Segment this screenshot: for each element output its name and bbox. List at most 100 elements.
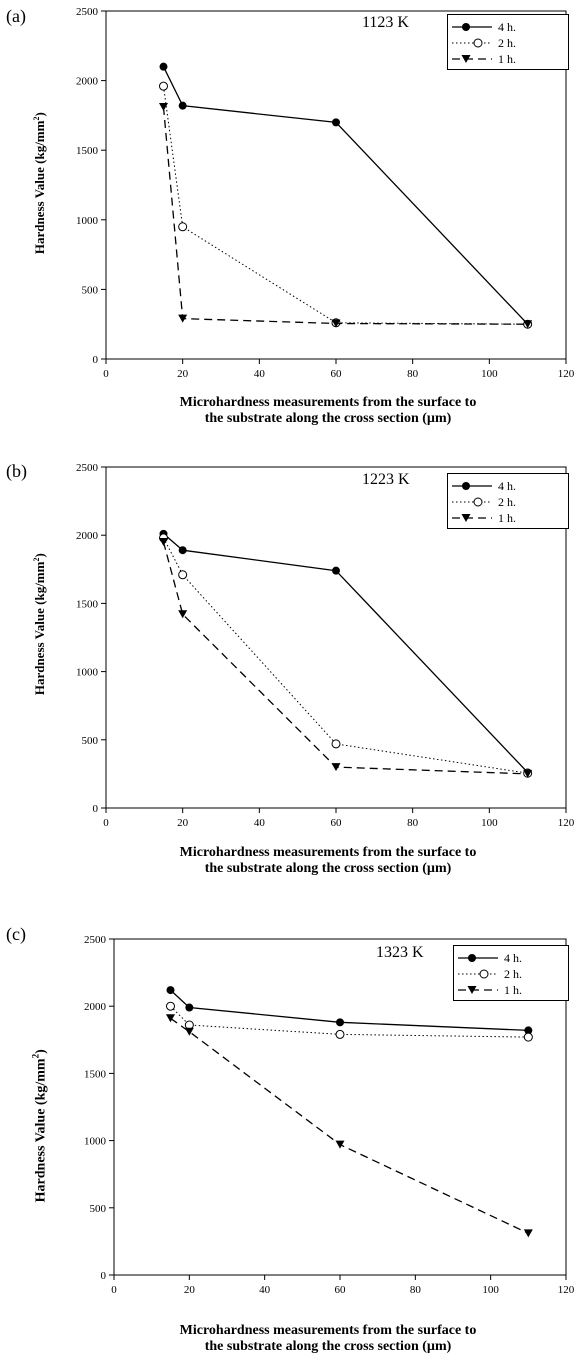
y-tick-label: 1000 <box>76 667 99 679</box>
legend-item-1h: 1 h. <box>448 52 568 66</box>
chart-a-svg: 0 20 40 60 80 100 120 0 500 1000 1500 2000 2500 <box>76 6 575 380</box>
legend-label-1h: 1 h. <box>504 983 522 997</box>
panel-letter-a: (a) <box>6 6 26 26</box>
chart-panel-a: 0 20 40 60 80 100 120 0 500 1000 1500 2000 2500 (a) … <box>0 0 576 445</box>
data-point-triangle <box>331 763 341 772</box>
legend-c: 4 h. 2 h. 1 h. <box>453 945 569 1001</box>
legend-marker-4h <box>458 954 498 962</box>
x-tick-label: 80 <box>407 368 419 380</box>
legend-marker-2h <box>458 969 498 979</box>
data-point-filled-circle <box>332 566 340 575</box>
x-tick-label: 60 <box>331 817 343 829</box>
x-axis-label-c: Microhardness measurements from the surf… <box>179 1323 477 1354</box>
data-point-filled-circle <box>185 1003 194 1012</box>
data-point-open-circle <box>159 81 168 91</box>
chart-panel-b: 0 20 40 60 80 100 120 0 500 1000 1500 2000 2500 (b) … <box>0 447 576 887</box>
legend-marker-2h <box>452 497 492 507</box>
data-point-open-circle <box>178 222 188 232</box>
legend-label-1h: 1 h. <box>498 52 516 66</box>
x-tick-label: 0 <box>111 1284 117 1296</box>
x-tick-label: 100 <box>481 368 498 380</box>
temperature-label-b: 1223 K <box>362 471 410 488</box>
data-point-filled-circle <box>178 101 187 110</box>
data-point-open-circle <box>335 1029 345 1039</box>
legend-b: 4 h. 2 h. 1 h. <box>447 473 569 529</box>
series-line-2 <box>162 106 528 325</box>
data-point-triangle <box>523 1229 533 1238</box>
y-tick-label: 500 <box>90 1203 107 1215</box>
y-tick-label: 2500 <box>84 934 107 946</box>
series-line-2 <box>162 541 528 775</box>
y-tick-label: 2500 <box>76 6 99 18</box>
data-point-filled-circle <box>166 986 175 995</box>
data-point-open-circle <box>178 570 188 580</box>
series-line-2 <box>170 1017 529 1234</box>
temperature-label-c: 1323 K <box>376 944 424 961</box>
x-tick-label: 60 <box>331 368 343 380</box>
series-line-1 <box>163 86 528 325</box>
data-point-triangle <box>178 610 188 619</box>
temperature-label-a: 1123 K <box>362 14 409 31</box>
data-point-filled-circle <box>332 118 340 127</box>
x-tick-label: 20 <box>177 368 189 380</box>
y-tick-label: 500 <box>82 735 99 747</box>
data-point-filled-circle <box>524 1026 533 1035</box>
x-tick-label: 0 <box>103 817 109 829</box>
y-axis-label-c: Hardness Value (kg/mm2) <box>30 1049 49 1203</box>
y-axis-label-a: Hardness Value (kg/mm2) <box>31 112 48 255</box>
series-line-0 <box>163 533 529 773</box>
legend-label-1h: 1 h. <box>498 511 516 525</box>
data-point-open-circle <box>331 739 341 749</box>
legend-marker-4h <box>452 482 492 490</box>
x-tick-label: 100 <box>482 1284 499 1296</box>
y-tick-label: 1000 <box>84 1136 107 1148</box>
chart-panel-c: 0 20 40 60 80 100 120 0 500 1000 1500 2000 2500 (c) … <box>0 912 576 1363</box>
x-tick-label: 40 <box>254 817 266 829</box>
x-axis-label-a: Microhardness measurements from the surf… <box>179 395 477 426</box>
data-point-filled-circle <box>159 62 168 71</box>
y-tick-label: 2000 <box>76 76 99 88</box>
x-tick-label: 0 <box>103 368 109 380</box>
legend-marker-1h <box>458 986 498 994</box>
legend-marker-2h <box>452 38 492 48</box>
data-point-open-circle <box>523 1032 533 1042</box>
data-point-triangle <box>523 769 533 778</box>
legend-label-4h: 4 h. <box>504 951 522 965</box>
legend-item-4h: 4 h. <box>448 20 568 34</box>
x-tick-label: 20 <box>184 1284 196 1296</box>
x-tick-label: 80 <box>407 817 419 829</box>
x-tick-label: 120 <box>558 368 575 380</box>
legend-marker-1h <box>452 514 492 522</box>
legend-label-2h: 2 h. <box>498 36 516 50</box>
data-point-triangle <box>331 319 341 328</box>
y-tick-label: 1500 <box>76 145 99 157</box>
legend-item-2h: 2 h. <box>448 36 568 50</box>
data-point-filled-circle <box>336 1018 344 1027</box>
series-line-1 <box>170 1005 529 1038</box>
y-tick-label: 2500 <box>76 462 99 474</box>
y-axis-label-b: Hardness Value (kg/mm2) <box>31 553 48 696</box>
y-tick-label: 500 <box>82 284 99 296</box>
y-tick-label: 1000 <box>76 215 99 227</box>
x-tick-label: 120 <box>558 1284 575 1296</box>
data-point-triangle <box>166 1014 175 1023</box>
data-point-triangle <box>159 103 168 112</box>
data-point-open-circle <box>166 1001 175 1011</box>
panel-letter-c: (c) <box>6 924 26 944</box>
x-tick-label: 120 <box>558 817 575 829</box>
legend-marker-1h <box>452 55 492 63</box>
legend-label-4h: 4 h. <box>498 479 516 493</box>
data-point-triangle <box>159 538 168 547</box>
series-line-0 <box>170 989 529 1032</box>
y-tick-label: 0 <box>93 354 99 366</box>
x-tick-label: 20 <box>177 817 189 829</box>
panel-letter-b: (b) <box>6 461 27 481</box>
x-tick-label: 40 <box>254 368 266 380</box>
chart-b-svg: 0 20 40 60 80 100 120 0 500 1000 1500 2000 2500 <box>76 462 575 829</box>
data-point-triangle <box>335 1140 345 1149</box>
y-tick-label: 2000 <box>84 1001 107 1013</box>
legend-item-1h: 1 h. <box>454 983 568 997</box>
y-tick-label: 1500 <box>84 1068 107 1080</box>
y-tick-label: 0 <box>93 803 99 815</box>
y-tick-label: 1500 <box>76 598 99 610</box>
